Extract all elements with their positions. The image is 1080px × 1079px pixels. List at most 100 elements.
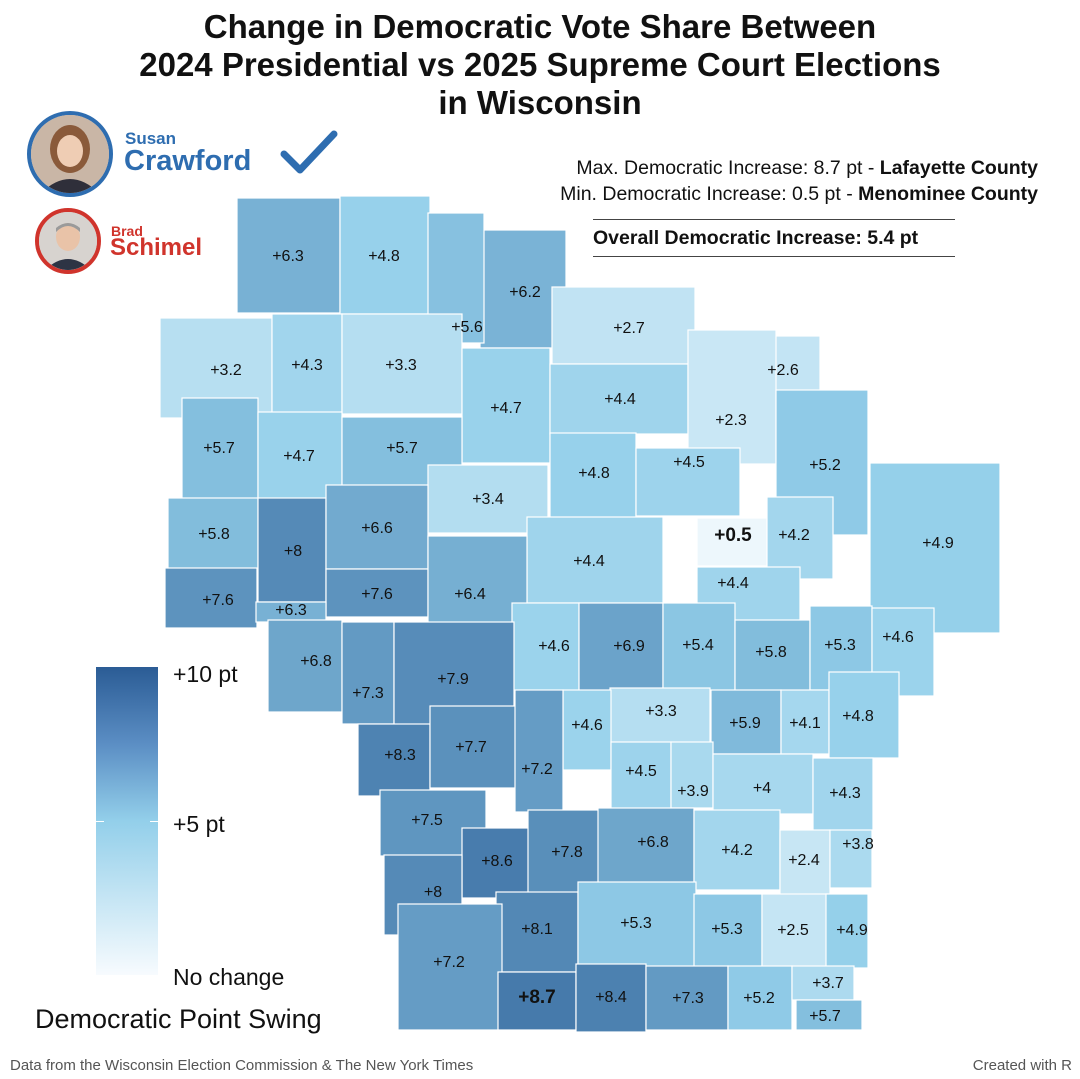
county-shape	[710, 689, 782, 755]
county-label: +8	[424, 884, 442, 901]
winner-last-name: Crawford	[124, 145, 252, 177]
county-label: +4.9	[836, 922, 868, 939]
person-icon	[39, 212, 97, 270]
county-label: +7.9	[437, 671, 469, 688]
county-label: +8.4	[595, 989, 627, 1006]
county-label: +4	[753, 780, 771, 797]
county-label: +5.3	[824, 637, 856, 654]
county-shape	[236, 197, 341, 314]
county-shape	[791, 965, 855, 1001]
county-label: +6.4	[454, 586, 486, 603]
county-shape	[429, 705, 521, 789]
county-label: +3.3	[385, 357, 417, 374]
legend-title: Democratic Point Swing	[35, 1004, 322, 1034]
county-shape	[645, 965, 729, 1031]
county-label: +2.3	[715, 412, 747, 429]
county-shape	[164, 567, 258, 629]
county-shape	[795, 999, 863, 1031]
county-label: +4.6	[571, 717, 603, 734]
county-label: +4.8	[578, 465, 610, 482]
county-shape	[577, 881, 697, 971]
county-label: +5.4	[682, 637, 714, 654]
legend-tick-right	[150, 821, 158, 822]
county-shape	[575, 963, 647, 1033]
county-shape	[341, 621, 395, 725]
county-label: +7.2	[521, 761, 553, 778]
county-label: +4.3	[291, 357, 323, 374]
chart-title: Change in Democratic Vote Share Between …	[0, 8, 1080, 122]
county-shape	[551, 286, 696, 365]
county-label: +7.3	[352, 685, 384, 702]
max-increase: Max. Democratic Increase: 8.7 pt - Lafay…	[576, 157, 1038, 180]
county-label: +7.3	[672, 990, 704, 1007]
county-shape	[635, 447, 741, 517]
winner-first-name: Susan	[125, 129, 177, 148]
county-shape	[325, 568, 429, 618]
county-label: +7.7	[455, 739, 487, 756]
county-shape	[271, 313, 343, 415]
county-shape	[712, 753, 814, 815]
legend-tick-left	[96, 821, 104, 822]
title-line-2: 2024 Presidential vs 2025 Supreme Court …	[139, 46, 941, 83]
county-label: +6.3	[272, 248, 304, 265]
county-label: +3.7	[812, 975, 844, 992]
county-label: +4.3	[829, 785, 861, 802]
county-label: +6.6	[361, 520, 393, 537]
county-shape	[578, 602, 664, 692]
county-shape	[526, 516, 664, 604]
county-label: +6.3	[275, 602, 307, 619]
county-shape	[549, 432, 637, 520]
county-label: +4.5	[625, 763, 657, 780]
county-label: +2.7	[613, 320, 645, 337]
county-label: +4.6	[538, 638, 570, 655]
county-shape	[339, 195, 431, 315]
loser-last-name: Schimel	[110, 234, 203, 261]
county-label: +3.3	[645, 703, 677, 720]
county-shape	[511, 602, 580, 692]
county-shape	[693, 809, 781, 891]
max-increase-text: Max. Democratic Increase: 8.7 pt -	[576, 157, 880, 179]
county-shape	[727, 965, 793, 1031]
county-label: +8.6	[481, 853, 513, 870]
county-shape	[597, 807, 695, 897]
county-label: +0.5	[714, 525, 752, 546]
county-label: +3.2	[210, 362, 242, 379]
created-with: Created with R	[972, 1057, 1072, 1074]
county-label: +2.6	[767, 362, 799, 379]
county-label: +5.9	[729, 715, 761, 732]
county-shape	[828, 671, 900, 759]
county-shape	[397, 903, 503, 1031]
county-label: +4.4	[604, 391, 636, 408]
county-label: +8.1	[521, 921, 553, 938]
county-label: +3.8	[842, 836, 874, 853]
county-label: +4.2	[721, 842, 753, 859]
county-shape	[497, 971, 577, 1031]
county-shape	[267, 619, 343, 713]
county-label: +2.4	[788, 852, 820, 869]
legend-max-label: +10 pt	[173, 661, 238, 687]
county-label: +4.4	[717, 575, 749, 592]
min-increase: Min. Democratic Increase: 0.5 pt - Menom…	[560, 183, 1038, 206]
overall-increase: Overall Democratic Increase: 5.4 pt	[593, 219, 955, 257]
title-line-3: in Wisconsin	[438, 84, 642, 121]
county-shape	[766, 496, 834, 580]
county-label: +6.9	[613, 638, 645, 655]
title-line-1: Change in Democratic Vote Share Between	[203, 8, 877, 45]
county-label: +8.3	[384, 747, 416, 764]
county-shape	[181, 397, 259, 501]
county-shape	[610, 741, 672, 813]
county-label: +4.7	[490, 400, 522, 417]
county-label: +5.7	[809, 1008, 841, 1025]
county-shape	[461, 347, 551, 464]
county-shape	[812, 757, 874, 833]
county-label: +4.7	[283, 448, 315, 465]
county-shape	[341, 313, 463, 415]
county-label: +4.1	[789, 715, 821, 732]
county-label: +4.4	[573, 553, 605, 570]
county-label: +5.2	[809, 457, 841, 474]
county-label: +5.6	[451, 319, 483, 336]
county-label: +6.2	[509, 284, 541, 301]
data-source: Data from the Wisconsin Election Commiss…	[10, 1057, 474, 1074]
county-label: +7.2	[433, 954, 465, 971]
county-label: +8.7	[518, 987, 556, 1008]
